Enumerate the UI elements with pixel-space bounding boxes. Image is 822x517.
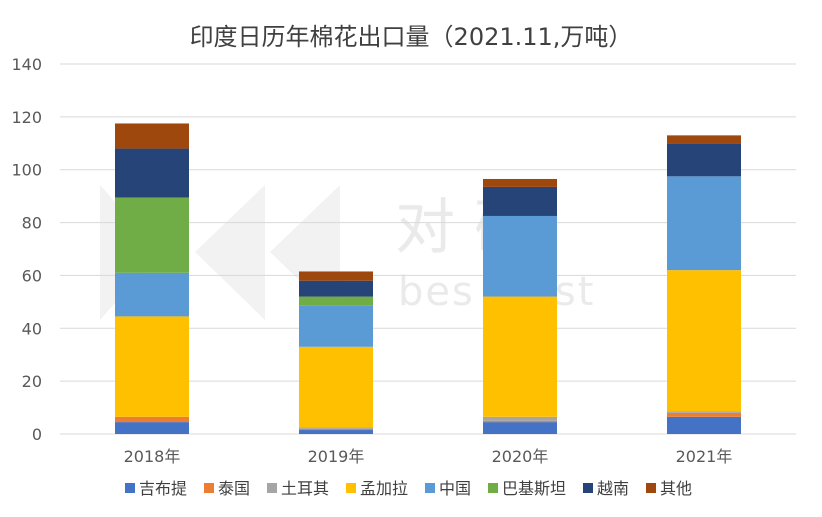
bar-segment bbox=[483, 420, 557, 423]
bar-segment bbox=[483, 296, 557, 417]
y-tick-label: 120 bbox=[11, 108, 42, 127]
legend-label: 孟加拉 bbox=[360, 479, 408, 498]
bar-segment bbox=[299, 346, 373, 428]
legend-swatch bbox=[425, 483, 435, 493]
bar-segment bbox=[667, 412, 741, 417]
bar-segment bbox=[483, 178, 557, 187]
legend-swatch bbox=[125, 483, 135, 493]
y-tick-label: 40 bbox=[22, 319, 42, 338]
bar-segment bbox=[115, 123, 189, 149]
legend-label: 巴基斯坦 bbox=[502, 479, 566, 498]
legend-swatch bbox=[267, 483, 277, 493]
legend-label: 土耳其 bbox=[281, 479, 329, 498]
bar-segment bbox=[299, 427, 373, 429]
bar-segment bbox=[115, 316, 189, 417]
x-tick-label: 2018年 bbox=[124, 447, 181, 466]
y-axis-ticks: 0 20 40 60 80 100 120 140 bbox=[11, 55, 42, 444]
bar-segment bbox=[115, 272, 189, 317]
legend-label: 吉布提 bbox=[139, 479, 187, 498]
bar-segment bbox=[483, 422, 557, 434]
y-tick-label: 20 bbox=[22, 372, 42, 391]
bar-segment bbox=[299, 428, 373, 431]
bar-segment bbox=[667, 135, 741, 144]
legend: 吉布提 泰国 土耳其 孟加拉 中国 巴基斯坦 越南 其他 bbox=[125, 479, 692, 498]
y-tick-label: 0 bbox=[32, 425, 42, 444]
bar-segment bbox=[299, 280, 373, 297]
bar-segment bbox=[299, 305, 373, 347]
bar-segment bbox=[483, 416, 557, 421]
chart-title: 印度日历年棉花出口量（2021.11,万吨） bbox=[190, 23, 633, 51]
y-tick-label: 100 bbox=[11, 161, 42, 180]
bar-segment bbox=[299, 296, 373, 306]
bar-segment bbox=[667, 411, 741, 413]
y-tick-label: 80 bbox=[22, 214, 42, 233]
watermark-logo-shape bbox=[195, 185, 265, 320]
bar-segment bbox=[667, 176, 741, 271]
legend-label: 泰国 bbox=[218, 479, 250, 498]
bar-segment bbox=[483, 215, 557, 297]
x-tick-label: 2021年 bbox=[676, 447, 733, 466]
legend-swatch bbox=[646, 483, 656, 493]
legend-label: 其他 bbox=[660, 479, 692, 498]
bar-segment bbox=[299, 430, 373, 434]
x-tick-label: 2020年 bbox=[492, 447, 549, 466]
legend-swatch bbox=[204, 483, 214, 493]
bar-segment bbox=[483, 186, 557, 216]
legend-swatch bbox=[583, 483, 593, 493]
legend-swatch bbox=[346, 483, 356, 493]
bar-segment bbox=[115, 148, 189, 198]
legend-label: 中国 bbox=[439, 479, 471, 498]
y-tick-label: 60 bbox=[22, 266, 42, 285]
bar-segment bbox=[667, 270, 741, 412]
bar-segment bbox=[115, 197, 189, 273]
legend-label: 越南 bbox=[597, 479, 629, 498]
x-axis-labels: 2018年 2019年 2020年 2021年 bbox=[124, 447, 733, 466]
bar-segment bbox=[299, 271, 373, 281]
y-tick-label: 140 bbox=[11, 55, 42, 74]
bar-segment bbox=[667, 416, 741, 434]
x-tick-label: 2019年 bbox=[308, 447, 365, 466]
bar-segment bbox=[115, 416, 189, 423]
bar-segment bbox=[667, 143, 741, 177]
bar-segment bbox=[115, 422, 189, 434]
bars bbox=[115, 123, 741, 434]
legend-swatch bbox=[488, 483, 498, 493]
